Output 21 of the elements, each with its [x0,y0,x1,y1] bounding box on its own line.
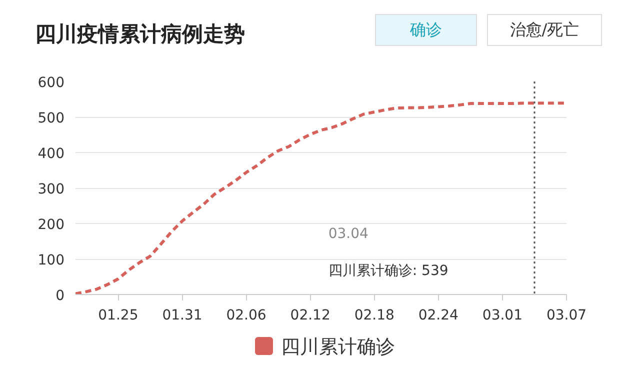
legend-label: 四川累计确诊 [280,335,395,360]
x-tick-label: 02.18 [354,308,394,324]
annotation: 03.04 [328,226,369,242]
x-tick-label: 02.24 [418,308,459,324]
x-tick-label: 03.01 [482,308,523,324]
y-tick-label: 400 [38,146,65,162]
x-tick-label: 01.31 [162,308,202,324]
y-tick-label: 0 [56,288,65,304]
x-tick-label: 02.06 [226,308,266,324]
annotation: 四川累计确诊: 539 [328,263,448,280]
text: 治愈/死亡 [510,19,580,41]
x-tick-label: 03.07 [546,308,587,324]
chart-title: 四川疫情累计病例走势 [35,21,245,48]
text: 确诊 [410,19,442,41]
x-tick-label: 01.25 [98,308,138,324]
y-tick-label: 100 [38,252,65,268]
y-tick-label: 200 [38,217,65,233]
y-tick-label: 300 [38,182,65,198]
y-tick-label: 600 [38,75,65,91]
y-tick-label: 500 [38,110,65,126]
x-tick-label: 02.12 [290,308,330,324]
